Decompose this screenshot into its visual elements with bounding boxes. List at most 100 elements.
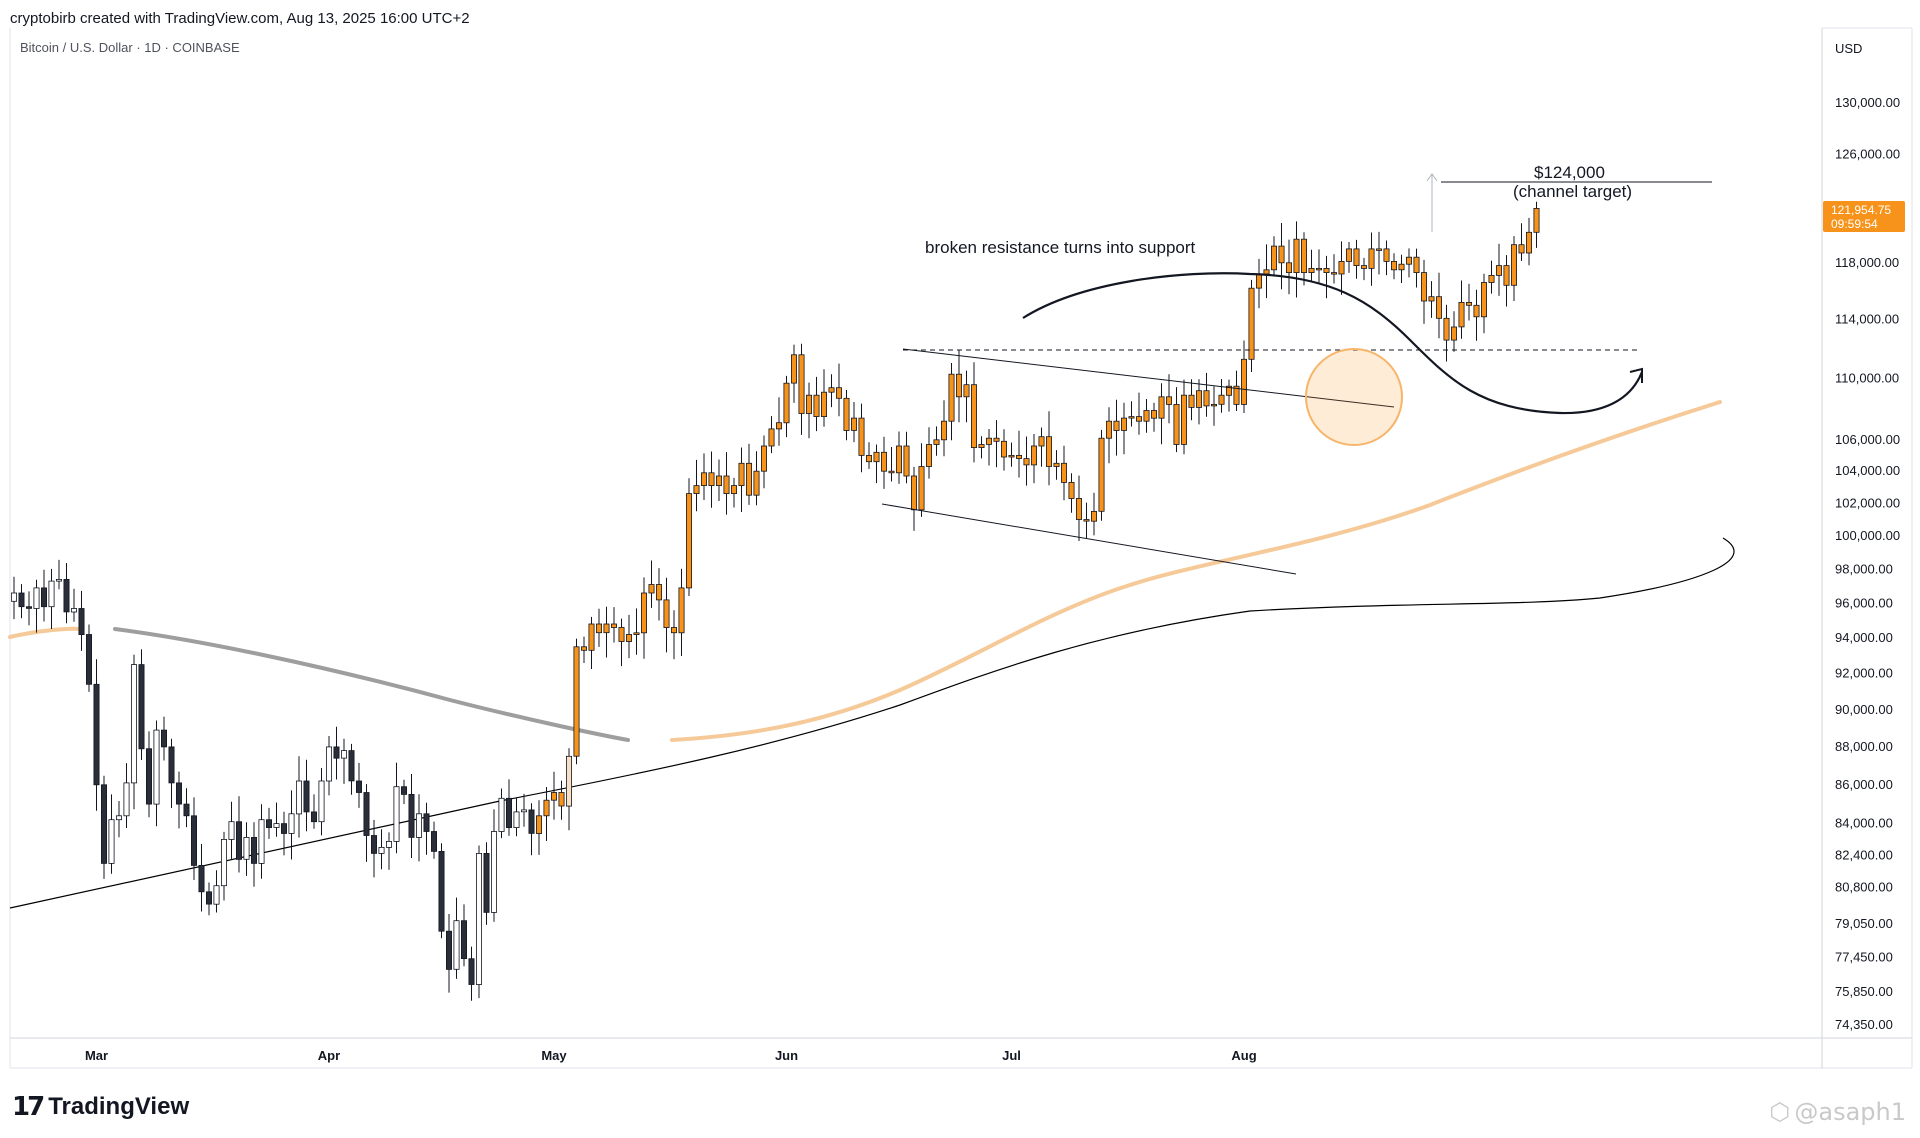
price-tick-label: 88,000.00 xyxy=(1835,739,1893,754)
breakout-circle xyxy=(1305,348,1403,446)
candle-body xyxy=(993,437,1000,442)
candle-body xyxy=(1091,510,1098,522)
candle-body xyxy=(250,837,257,864)
candle-body xyxy=(543,799,550,817)
candle-body xyxy=(753,470,760,496)
channel-upper-line xyxy=(902,348,1395,408)
candle-body xyxy=(423,813,430,832)
candle-body xyxy=(783,382,790,424)
candle-body xyxy=(1226,385,1233,396)
last-price-label: 121,954.75 xyxy=(1831,203,1891,217)
candle-body xyxy=(791,354,798,384)
candle-body xyxy=(160,729,167,748)
candle-body xyxy=(686,493,693,589)
candle-body xyxy=(243,837,250,860)
candle-body xyxy=(153,729,160,805)
candle-body xyxy=(978,444,985,448)
candle-body xyxy=(1076,497,1083,520)
ma-50-line-grey xyxy=(113,627,630,742)
tradingview-logo[interactable]: 17 TradingView xyxy=(12,1092,189,1122)
candle-body xyxy=(415,813,422,838)
candle-body xyxy=(776,422,783,430)
price-tick-label: 110,000.00 xyxy=(1835,371,1899,386)
candle-body xyxy=(1511,244,1518,286)
candle-body xyxy=(746,462,753,496)
price-tick-label: 90,000.00 xyxy=(1835,702,1893,717)
candle-body xyxy=(888,470,895,474)
candle-body xyxy=(1233,385,1240,405)
candle-body xyxy=(626,634,633,642)
candle-body xyxy=(1188,394,1195,408)
candle-body xyxy=(1031,445,1038,466)
candle-body xyxy=(933,439,940,445)
candle-body xyxy=(1481,282,1488,318)
candle-body xyxy=(836,387,843,399)
candle-body xyxy=(731,485,738,495)
candle-body xyxy=(273,823,280,828)
price-tick-label: 104,000.00 xyxy=(1835,463,1900,478)
time-tick-label: Apr xyxy=(318,1048,340,1063)
currency-label: USD xyxy=(1835,41,1862,56)
candle-body xyxy=(86,634,93,685)
candle-body xyxy=(858,417,865,456)
candle-body xyxy=(1278,245,1285,264)
watermark-text: @asaph1 xyxy=(1794,1098,1906,1126)
candle-body xyxy=(1383,248,1390,262)
time-tick-label: Jul xyxy=(1002,1048,1021,1063)
candle-body xyxy=(1203,390,1210,407)
candle-body xyxy=(1121,417,1128,431)
candle-body xyxy=(1181,394,1188,445)
candle-body xyxy=(1046,436,1053,467)
candle-body xyxy=(716,475,723,487)
candle-body xyxy=(490,831,497,913)
time-axis: Mar Apr May Jun Jul Aug xyxy=(85,1048,1257,1063)
candle-body xyxy=(303,780,310,813)
candle-body xyxy=(265,819,272,829)
candle-body xyxy=(1128,416,1135,419)
candle-body xyxy=(445,930,452,970)
candle-body xyxy=(1353,248,1360,266)
support-annotation: broken resistance turns into support xyxy=(925,238,1196,257)
candle-body xyxy=(656,584,663,601)
candle-body xyxy=(1518,244,1525,254)
candlesticks xyxy=(10,201,1540,1001)
candle-body xyxy=(123,782,130,817)
candle-body xyxy=(108,819,115,864)
candle-body xyxy=(205,891,212,905)
candle-body xyxy=(385,841,392,848)
candle-body xyxy=(618,627,625,642)
time-tick-label: Mar xyxy=(85,1048,108,1063)
candle-body xyxy=(1248,287,1255,360)
candle-body xyxy=(168,746,175,784)
candle-body xyxy=(1421,272,1428,302)
candle-body xyxy=(1158,396,1165,419)
candle-body xyxy=(513,811,520,829)
candle-body xyxy=(806,394,813,414)
candle-body xyxy=(948,373,955,422)
candle-body xyxy=(596,623,603,634)
candle-body xyxy=(1023,458,1030,466)
time-tick-label: Jun xyxy=(775,1048,798,1063)
candle-body xyxy=(971,384,978,449)
candle-body xyxy=(1503,265,1510,286)
candle-body xyxy=(10,592,17,602)
annotations xyxy=(881,173,1712,575)
candle-body xyxy=(1166,396,1173,405)
candle-body xyxy=(1196,390,1203,408)
candle-body xyxy=(611,623,618,628)
candle-body xyxy=(145,748,152,805)
candle-body xyxy=(130,664,137,784)
candle-body xyxy=(175,782,182,805)
candle-body xyxy=(588,623,595,651)
candle-body xyxy=(370,835,377,854)
price-tick-label: 74,350.00 xyxy=(1835,1017,1893,1032)
symbol-title: Bitcoin / U.S. Dollar · 1D · COINBASE xyxy=(20,40,240,55)
candle-body xyxy=(1368,248,1375,269)
candle-body xyxy=(430,831,437,852)
price-tick-label: 92,000.00 xyxy=(1835,666,1893,681)
candle-body xyxy=(48,580,55,608)
ma-50-line-start xyxy=(8,626,82,639)
candle-body xyxy=(235,821,242,860)
channel-lower-line xyxy=(881,503,1297,575)
